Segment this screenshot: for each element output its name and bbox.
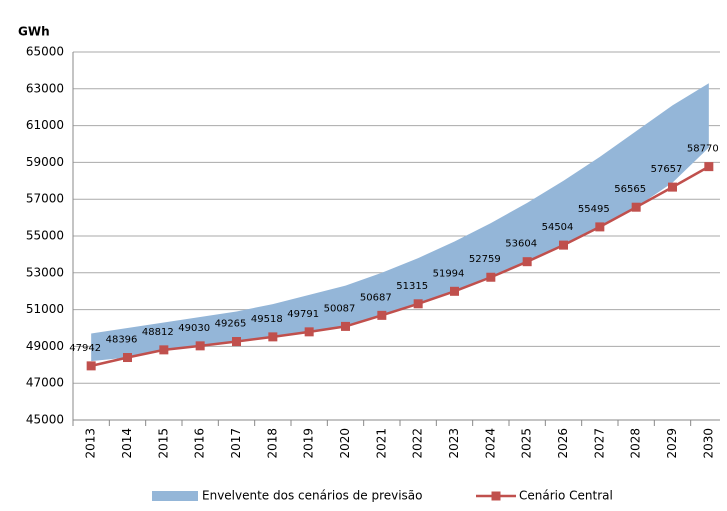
marker bbox=[450, 286, 459, 296]
y-tick-label: 65000 bbox=[26, 45, 64, 59]
legend-marker bbox=[491, 491, 501, 501]
x-tick-label: 2030 bbox=[701, 428, 715, 459]
y-tick-label: 59000 bbox=[26, 155, 64, 169]
x-tick-label: 2023 bbox=[447, 428, 461, 459]
series-line bbox=[90, 165, 710, 368]
x-tick-label: 2029 bbox=[665, 428, 679, 459]
y-tick-label: 51000 bbox=[26, 302, 64, 316]
x-tick-label: 2026 bbox=[556, 428, 570, 459]
x-tick-label: 2028 bbox=[629, 428, 643, 459]
legend-swatch bbox=[152, 491, 198, 501]
y-tick-label: 55000 bbox=[26, 229, 64, 243]
y-tick-label: 63000 bbox=[26, 81, 64, 95]
marker bbox=[341, 321, 350, 331]
marker bbox=[522, 257, 532, 267]
envelope-area bbox=[91, 83, 709, 362]
y-tick-label: 61000 bbox=[26, 118, 64, 132]
marker bbox=[232, 337, 241, 347]
data-label: 57657 bbox=[651, 164, 683, 175]
x-tick-label: 2020 bbox=[338, 428, 352, 459]
data-label: 54504 bbox=[542, 222, 574, 233]
marker bbox=[559, 240, 568, 250]
y-tick-label: 45000 bbox=[26, 413, 64, 427]
marker bbox=[631, 202, 641, 212]
data-label: 58770 bbox=[687, 144, 719, 155]
y-tick-label: 53000 bbox=[26, 265, 64, 279]
x-tick-label: 2022 bbox=[411, 428, 425, 459]
x-tick-label: 2018 bbox=[265, 428, 279, 459]
data-label: 52759 bbox=[469, 254, 501, 265]
y-axis-title: GWh bbox=[18, 25, 50, 39]
x-tick-label: 2024 bbox=[483, 428, 497, 459]
marker bbox=[268, 332, 278, 342]
marker bbox=[377, 310, 387, 320]
x-tick-label: 2016 bbox=[193, 428, 207, 459]
data-label: 49030 bbox=[178, 323, 210, 334]
x-tick-label: 2013 bbox=[84, 428, 98, 459]
marker bbox=[486, 272, 496, 282]
x-tick-label: 2017 bbox=[229, 428, 243, 459]
data-label: 56565 bbox=[614, 184, 646, 195]
data-label: 51994 bbox=[433, 268, 465, 279]
marker bbox=[159, 345, 169, 355]
x-tick-label: 2021 bbox=[374, 428, 388, 459]
y-tick-label: 57000 bbox=[26, 192, 64, 206]
marker bbox=[195, 341, 205, 351]
x-tick-label: 2014 bbox=[120, 428, 134, 459]
marker bbox=[595, 222, 605, 232]
marker bbox=[86, 361, 96, 371]
data-label: 50087 bbox=[324, 303, 356, 314]
x-tick-label: 2025 bbox=[520, 428, 534, 459]
x-tick-label: 2015 bbox=[156, 428, 170, 459]
data-label: 53604 bbox=[505, 239, 537, 250]
marker bbox=[123, 353, 132, 363]
data-label: 48812 bbox=[142, 327, 174, 338]
data-label: 48396 bbox=[106, 335, 138, 346]
marker bbox=[413, 299, 423, 309]
x-tick-label: 2027 bbox=[592, 428, 606, 459]
marker bbox=[668, 182, 677, 192]
data-label: 51315 bbox=[396, 281, 428, 292]
y-tick-label: 47000 bbox=[26, 376, 64, 390]
y-tick-label: 49000 bbox=[26, 339, 64, 353]
data-label: 49518 bbox=[251, 314, 283, 325]
data-label: 49265 bbox=[215, 319, 247, 330]
x-tick-label: 2019 bbox=[302, 428, 316, 459]
legend-label: Cenário Central bbox=[519, 489, 613, 503]
marker bbox=[704, 162, 714, 172]
data-label: 50687 bbox=[360, 292, 392, 303]
data-label: 49791 bbox=[287, 309, 319, 320]
data-label: 55495 bbox=[578, 204, 610, 215]
data-label: 47942 bbox=[69, 343, 101, 354]
legend-label: Envelvente dos cenários de previsão bbox=[202, 489, 423, 503]
marker bbox=[304, 327, 314, 337]
